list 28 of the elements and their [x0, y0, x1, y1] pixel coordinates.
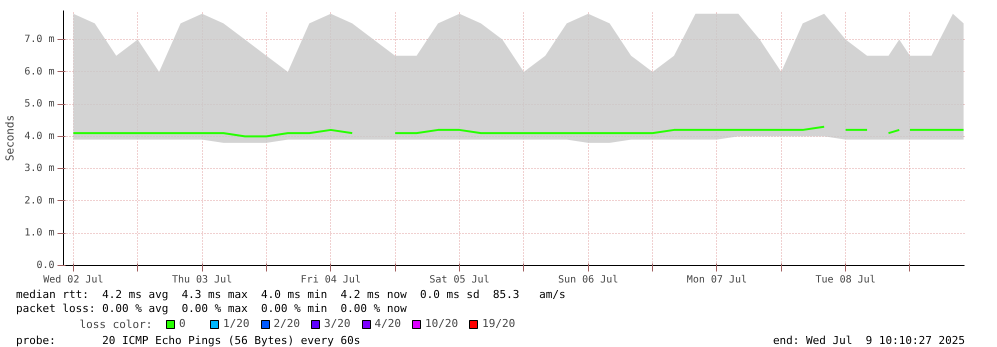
y-tick-label: 4.0 m: [24, 130, 55, 142]
y-tick-label: 2.0 m: [24, 195, 55, 206]
text: median rtt: 4.2 ms avg 4.3 ms max 4.0 ms min 4.2 ms now 0.0 ms sd 85.3 am/s: [16, 288, 566, 302]
y-tick-label: 6.0 m: [24, 66, 55, 78]
legend-label: 3/20: [324, 317, 350, 330]
y-tick-label: 7.0 m: [24, 34, 55, 46]
legend-title: loss color:: [80, 318, 152, 331]
y-tick-label: 5.0 m: [24, 98, 55, 110]
x-tick-label: Mon 07 Jul: [686, 274, 748, 286]
x-tick-label: Sat 05 Jul: [429, 274, 490, 286]
y-tick-label: 0.0: [36, 260, 54, 271]
legend-label: 2/20: [274, 317, 300, 330]
y-tick-label: 1.0 m: [24, 228, 55, 239]
text: packet loss: 0.00 % avg 0.00 % max 0.00 % min 0.00 % now: [16, 302, 408, 316]
y-axis-title: Seconds: [3, 114, 16, 162]
x-tick-label: Thu 03 Jul: [172, 274, 232, 286]
x-tick-label: Wed 02 Jul: [43, 274, 104, 286]
x-tick-label: Tue 08 Jul: [816, 274, 876, 286]
legend-label: 1/20: [223, 317, 250, 330]
x-tick-label: Sun 06 Jul: [558, 274, 618, 286]
text: end: Wed Jul 9 10:10:27 2025: [772, 334, 965, 347]
legend-label: 4/20: [374, 317, 401, 330]
text: probe: 20 ICMP Echo Pings (56 Bytes) every 60s: [16, 334, 360, 347]
legend-label: 19/20: [482, 317, 516, 330]
legend-label: 10/20: [425, 317, 458, 330]
x-tick-label: Fri 04 Jul: [300, 274, 361, 286]
y-tick-label: 3.0 m: [24, 163, 55, 174]
legend-label: 0: [179, 317, 187, 330]
